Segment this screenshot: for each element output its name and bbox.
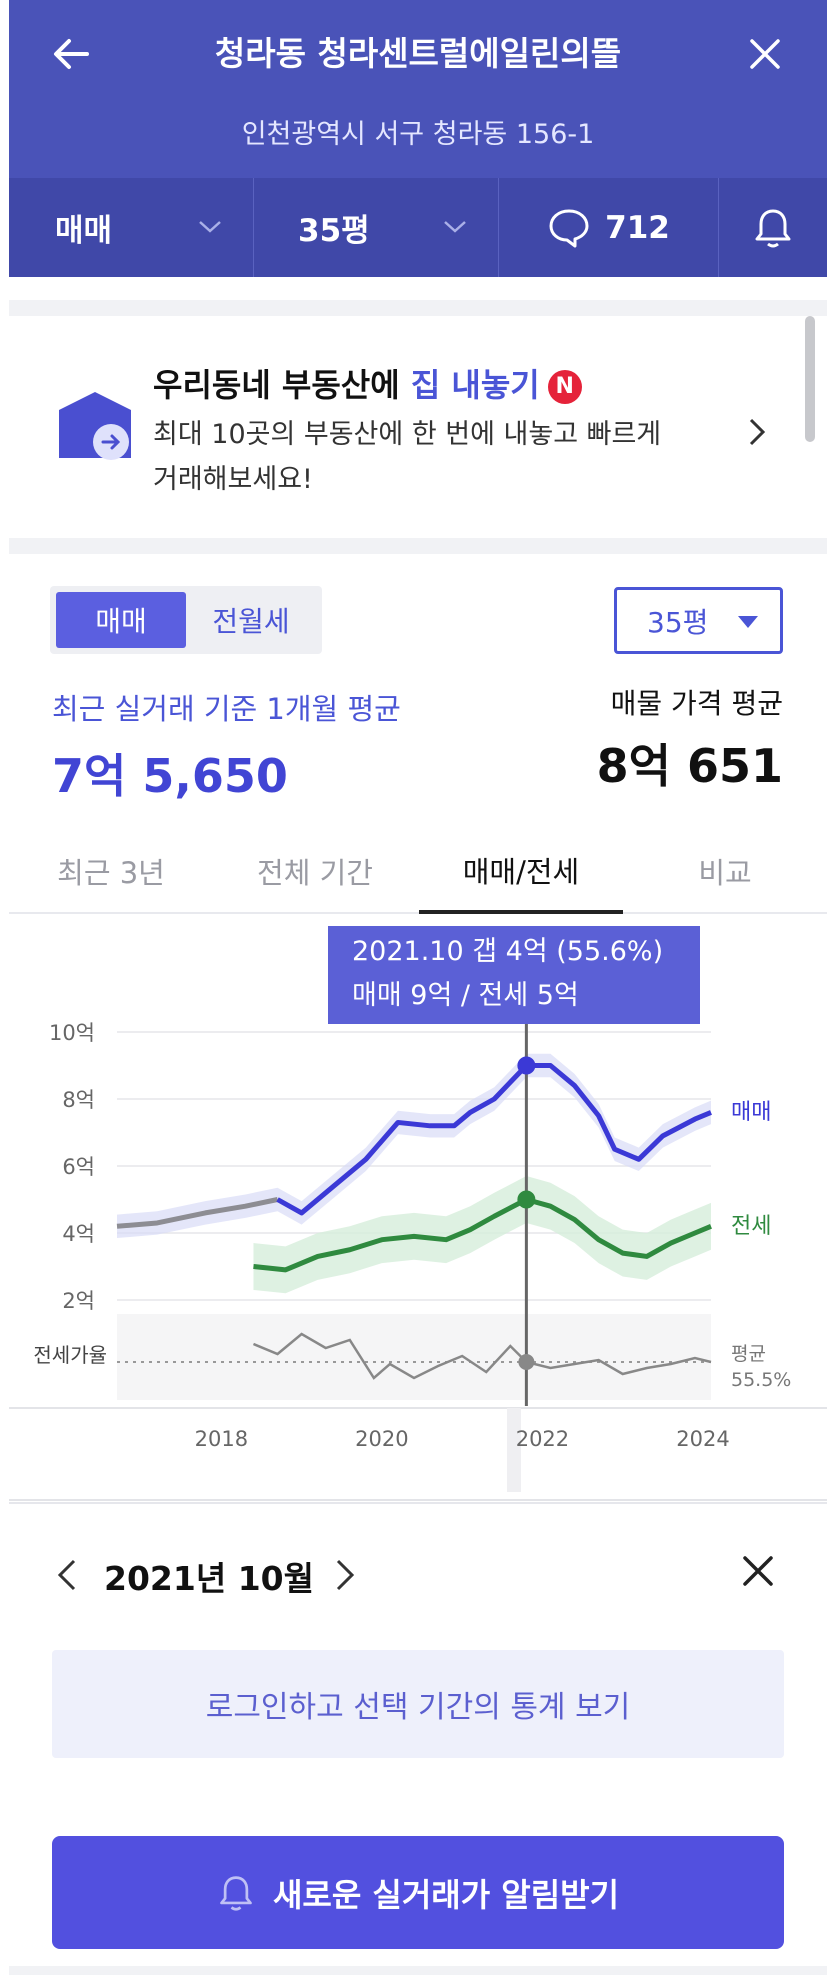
- x-tick-label: 2022: [516, 1427, 569, 1451]
- comments-button[interactable]: 712: [499, 178, 719, 277]
- comment-icon: [549, 209, 589, 247]
- size-select[interactable]: 35평: [614, 587, 783, 654]
- ratio-line: [252, 1332, 712, 1380]
- series-label-sale: 매매: [731, 1100, 771, 1125]
- selected-month: 2021년 10월: [104, 1559, 314, 1598]
- separator: [9, 538, 827, 554]
- size-select-value: 35평: [647, 605, 709, 639]
- login-stats-button[interactable]: 로그인하고 선택 기간의 통계 보기: [52, 1650, 784, 1758]
- listing-price-value: 8억 651: [596, 739, 783, 793]
- close-icon[interactable]: [739, 1552, 777, 1590]
- y-tick-label: 10억: [49, 1021, 95, 1045]
- listing-price-label: 매물 가격 평균: [610, 687, 783, 720]
- selected-ratio-point: [518, 1354, 535, 1370]
- y-tick-label: 6억: [62, 1155, 95, 1179]
- jeonse-line: [253, 1197, 712, 1273]
- chevron-right-icon[interactable]: [332, 1555, 358, 1595]
- series-label-jeonse: 전세: [731, 1214, 771, 1239]
- selection-stem: [507, 1408, 521, 1492]
- separator: [9, 300, 827, 316]
- x-tick-label: 2020: [355, 1427, 408, 1451]
- page-title: 청라동 청라센트럴에일린의뜰: [214, 34, 622, 73]
- tab-compare[interactable]: 비교: [698, 856, 752, 890]
- header: 청라동 청라센트럴에일린의뜰 인천광역시 서구 청라동 156-1 매매 35평…: [9, 0, 827, 277]
- segment-sale[interactable]: 매매: [56, 592, 186, 648]
- scrollbar[interactable]: [805, 316, 815, 442]
- selected-jeonse-point: [517, 1190, 536, 1209]
- tooltip-line2: 매매 9억 / 전세 5억: [352, 980, 579, 1011]
- ratio-avg-label: 평균: [731, 1343, 766, 1365]
- price-alert-button[interactable]: 새로운 실거래가 알림받기: [52, 1836, 784, 1949]
- y-tick-label: 2억: [62, 1289, 95, 1313]
- avg-price-label: 최근 실거래 기준 1개월 평균: [52, 692, 401, 726]
- trade-type-label: 매매: [55, 213, 113, 249]
- x-tick-label: 2024: [676, 1427, 729, 1451]
- selected-sale-point: [517, 1056, 536, 1075]
- y-tick-label: 4억: [62, 1222, 95, 1246]
- trade-segment-control: 매매 전월세: [50, 586, 322, 654]
- back-arrow-icon[interactable]: [47, 30, 95, 78]
- avg-price-value: 7억 5,650: [52, 749, 288, 803]
- period-tabs: 최근 3년 전체 기간 매매/전세 비교: [9, 830, 827, 914]
- x-tick-label: 2018: [195, 1427, 248, 1451]
- comment-count: 712: [605, 209, 670, 246]
- sale-range-band: [117, 1053, 711, 1239]
- chevron-left-icon[interactable]: [54, 1555, 80, 1595]
- tab-sale-jeonse[interactable]: 매매/전세: [419, 830, 623, 914]
- chevron-down-icon: [199, 221, 221, 233]
- chevron-down-icon: [444, 221, 466, 233]
- banner-title-highlight: 집 내놓기: [410, 366, 540, 404]
- trade-type-dropdown[interactable]: 매매: [9, 178, 254, 277]
- address: 인천광역시 서구 청라동 156-1: [241, 119, 595, 150]
- left-edge: [0, 0, 9, 1975]
- jeonse-range-band: [253, 1176, 711, 1294]
- y-tick-label: 8억: [62, 1088, 95, 1112]
- bottom-bar: [9, 1966, 827, 1975]
- alert-button-label: 새로운 실거래가 알림받기: [272, 1875, 620, 1914]
- size-dropdown[interactable]: 35평: [254, 178, 499, 277]
- filter-bar: 매매 35평 712: [9, 178, 827, 277]
- banner-title: 우리동네 부동산에 집 내놓기 N: [153, 360, 582, 406]
- bell-icon: [220, 1875, 252, 1911]
- bell-icon: [755, 209, 791, 247]
- tab-recent-3y[interactable]: 최근 3년: [57, 856, 165, 890]
- tooltip-line1: 2021.10 갭 4억 (55.6%): [352, 936, 664, 967]
- chevron-right-icon: [749, 418, 766, 446]
- separator: [9, 1502, 827, 1504]
- ratio-avg-value: 55.5%: [731, 1369, 791, 1391]
- listing-banner[interactable]: 우리동네 부동산에 집 내놓기 N 최대 10곳의 부동산에 한 번에 내놓고 빠…: [9, 318, 827, 538]
- sale-line-early: [116, 1197, 279, 1229]
- notification-button[interactable]: [719, 178, 827, 277]
- banner-title-prefix: 우리동네 부동산에: [153, 366, 411, 404]
- house-icon: [59, 392, 131, 460]
- chart-tooltip: 2021.10 갭 4억 (55.6%) 매매 9억 / 전세 5억: [328, 926, 700, 1024]
- banner-description: 최대 10곳의 부동산에 한 번에 내놓고 빠르게 거래해보세요!: [153, 419, 662, 495]
- ratio-band: [117, 1314, 711, 1400]
- size-label: 35평: [298, 213, 370, 249]
- ratio-label: 전세가율: [33, 1343, 107, 1367]
- tab-all-period[interactable]: 전체 기간: [257, 856, 373, 890]
- header-top: 청라동 청라센트럴에일린의뜰: [9, 0, 827, 105]
- sale-line: [276, 1063, 712, 1216]
- caret-down-icon: [738, 616, 758, 628]
- close-icon[interactable]: [741, 30, 789, 78]
- segment-rent[interactable]: 전월세: [212, 605, 290, 638]
- new-badge: N: [547, 370, 582, 404]
